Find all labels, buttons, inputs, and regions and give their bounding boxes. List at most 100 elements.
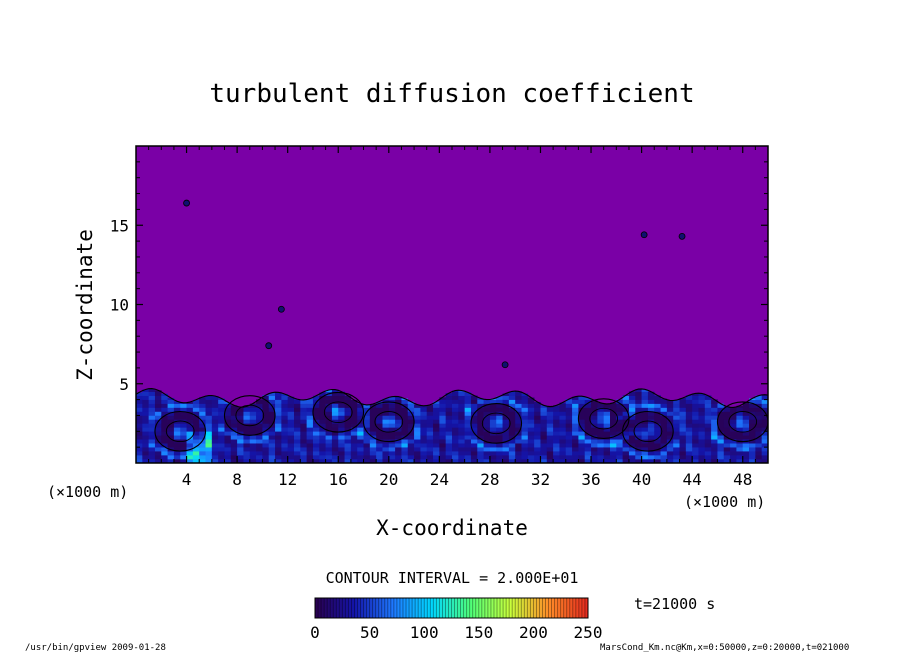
field-cell: [692, 427, 699, 432]
field-cell: [173, 407, 181, 412]
field-cell: [350, 407, 358, 412]
field-cell: [256, 451, 263, 456]
field-cell: [161, 447, 168, 452]
field-cell: [445, 423, 453, 428]
field-cell: [173, 451, 181, 456]
field-cell: [616, 415, 623, 420]
field-cell: [224, 419, 232, 424]
field-cell: [262, 451, 270, 456]
field-cell: [477, 399, 484, 404]
field-cell: [761, 403, 768, 408]
field-cell: [616, 427, 623, 432]
field-cell: [565, 451, 573, 456]
field-cell: [344, 415, 352, 420]
field-cell: [357, 455, 364, 460]
field-cell: [508, 447, 516, 452]
field-cell: [723, 455, 731, 460]
field-cell: [275, 395, 282, 400]
field-cell: [584, 415, 592, 420]
plot-area: [135, 145, 769, 464]
field-cell: [407, 447, 415, 452]
field-cell: [319, 459, 326, 463]
field-cell: [237, 435, 244, 440]
field-cell: [635, 399, 642, 404]
field-cell: [256, 447, 263, 452]
field-cell: [565, 419, 573, 424]
field-cell: [660, 415, 668, 420]
field-cell: [704, 447, 712, 452]
field-cell: [445, 399, 453, 404]
field-cell: [521, 393, 529, 396]
field-cell: [256, 415, 263, 420]
field-cell: [319, 415, 326, 420]
field-cell: [559, 451, 567, 456]
field-cell: [489, 403, 497, 408]
field-cell: [243, 407, 251, 412]
field-cell: [515, 451, 522, 456]
field-cell: [534, 407, 541, 412]
field-cell: [224, 431, 232, 436]
field-cell: [192, 459, 200, 463]
field-cell: [578, 419, 586, 424]
field-cell: [287, 411, 295, 416]
field-cell: [148, 431, 156, 436]
field-cell: [597, 431, 604, 436]
field-cell: [673, 411, 680, 416]
field-cell: [673, 451, 680, 456]
field-cell: [521, 395, 529, 400]
field-cell: [477, 439, 484, 444]
field-cell: [192, 427, 200, 432]
field-cell: [736, 459, 744, 463]
field-cell: [338, 439, 345, 444]
field-cell: [407, 443, 415, 448]
field-cell: [603, 407, 611, 412]
field-cell: [470, 439, 478, 444]
field-cell: [382, 431, 390, 436]
field-cell: [161, 399, 168, 404]
field-cell: [287, 396, 295, 400]
field-cell: [186, 402, 194, 404]
field-cell: [363, 459, 371, 463]
field-cell: [319, 451, 326, 456]
field-cell: [331, 419, 339, 424]
field-cell: [685, 415, 693, 420]
field-cell: [527, 423, 535, 428]
field-cell: [136, 399, 143, 404]
field-cell: [218, 407, 225, 412]
field-cell: [357, 415, 364, 420]
field-cell: [704, 459, 712, 463]
field-cell: [565, 427, 573, 432]
field-cell: [243, 431, 251, 436]
field-cell: [268, 451, 276, 456]
field-cell: [173, 403, 181, 408]
field-cell: [357, 407, 364, 412]
field-cell: [622, 431, 630, 436]
field-cell: [660, 407, 668, 412]
field-cell: [641, 423, 649, 428]
field-cell: [407, 419, 415, 424]
field-cell: [572, 399, 579, 404]
field-cell: [761, 399, 768, 404]
field-cell: [502, 443, 510, 448]
field-cell: [445, 403, 453, 408]
field-cell: [717, 443, 725, 448]
field-cell: [470, 399, 478, 404]
field-cell: [521, 439, 529, 444]
field-cell: [483, 443, 491, 448]
field-cell: [218, 439, 225, 444]
field-cell: [553, 459, 560, 463]
field-cell: [331, 415, 339, 420]
field-cell: [306, 455, 314, 460]
field-cell: [281, 407, 288, 412]
field-cell: [527, 415, 535, 420]
field-cell: [294, 427, 301, 432]
field-cell: [527, 443, 535, 448]
field-cell: [445, 419, 453, 424]
field-cell: [211, 439, 219, 444]
field-cell: [268, 407, 276, 412]
field-cell: [679, 427, 687, 432]
field-cell: [723, 447, 731, 452]
field-cell: [420, 431, 428, 436]
field-cell: [173, 459, 181, 463]
field-cell: [458, 411, 465, 416]
